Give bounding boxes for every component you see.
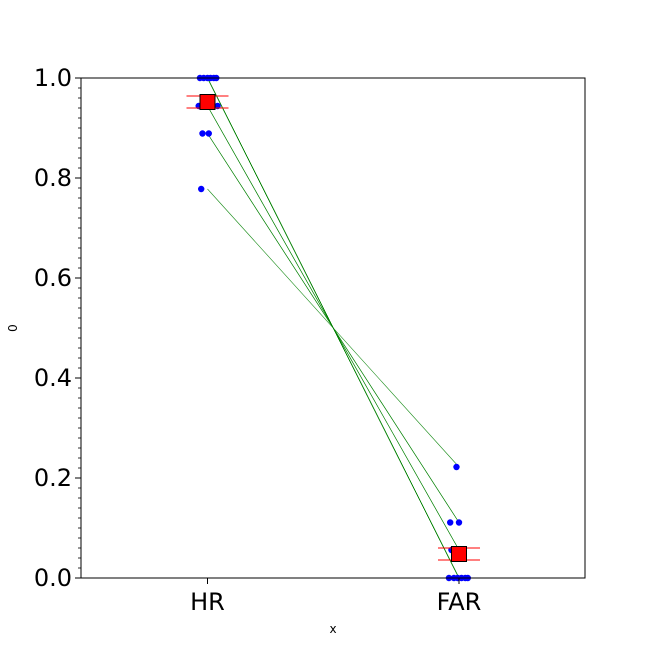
data-point	[453, 463, 460, 471]
mean-markers	[186, 94, 480, 562]
data-point	[205, 130, 212, 137]
data-point	[446, 519, 454, 526]
pair-lines	[207, 77, 460, 579]
y-tick-label: 0.0	[34, 564, 72, 592]
mean-marker	[199, 94, 216, 110]
y-tick-label: 1.0	[34, 64, 72, 92]
y-axis: 0.0 0.2 0.4 0.6 0.8 1.0	[34, 64, 81, 592]
data-point	[198, 185, 205, 193]
data-point	[199, 130, 206, 137]
mean-marker	[451, 546, 467, 562]
pair-line	[207, 188, 460, 468]
y-axis-label: 0	[6, 324, 20, 332]
y-tick-label: 0.8	[34, 164, 72, 192]
data-point	[455, 519, 463, 526]
y-tick-label: 0.2	[34, 464, 72, 492]
x-axis-label: x	[329, 622, 336, 636]
y-tick-label: 0.6	[34, 264, 72, 292]
y-tick-label: 0.4	[34, 364, 72, 392]
x-tick-label: HR	[190, 588, 225, 616]
x-tick-label: FAR	[437, 588, 482, 616]
x-axis: HR FAR	[190, 578, 481, 616]
